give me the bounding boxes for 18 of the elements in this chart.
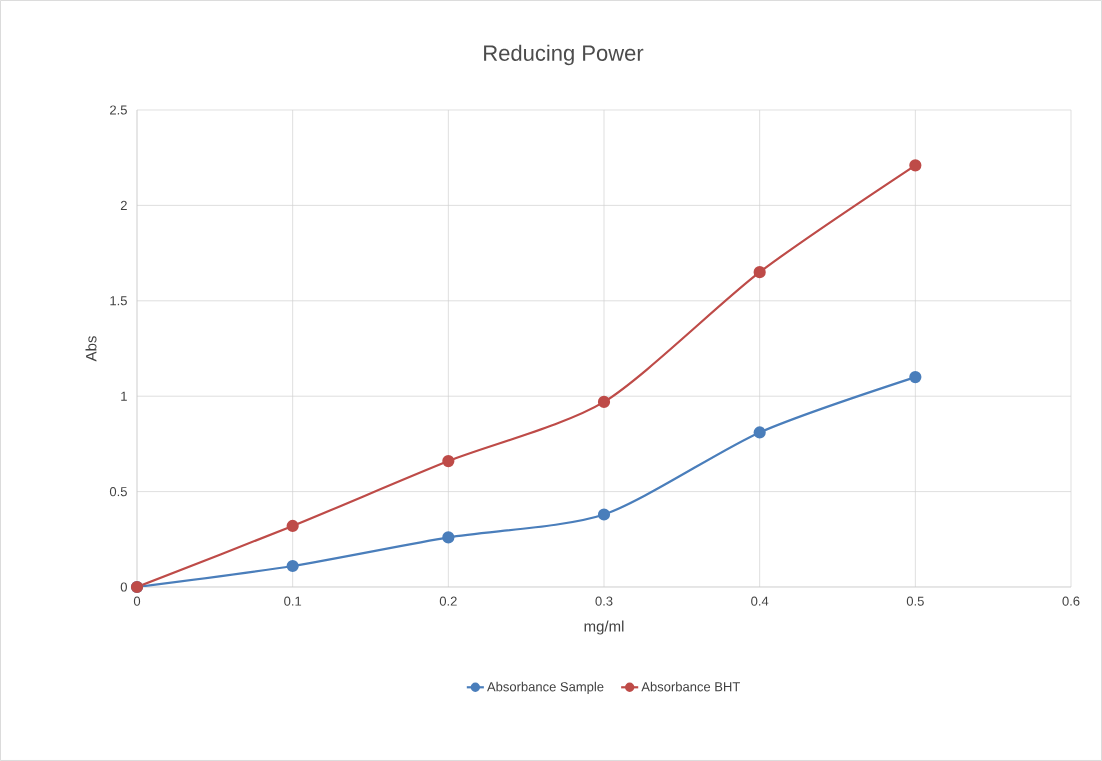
y-tick-label: 2: [120, 200, 127, 210]
x-tick-label: 0.1: [284, 596, 302, 606]
x-tick-label: 0.6: [1062, 596, 1080, 606]
y-tick-label: 2.5: [110, 105, 127, 115]
x-tick-label: 0.4: [751, 596, 769, 606]
y-tick-label: 0.5: [109, 486, 127, 497]
y-tick-label: 1: [121, 391, 127, 401]
x-tick-label: 0.3: [595, 596, 613, 606]
y-axis-title: Abs: [85, 336, 97, 362]
x-tick-label: 0.2: [439, 596, 457, 606]
y-tick-label: 1.5: [110, 296, 127, 306]
y-tick-label: 0: [120, 582, 127, 592]
x-tick-label: 0: [133, 596, 141, 606]
x-tick-label: 0.5: [906, 596, 924, 606]
legend-label: Absorbance Sample: [487, 681, 604, 694]
x-axis-title: mg/ml: [584, 620, 624, 635]
legend-label: Absorbance BHT: [641, 681, 740, 692]
chart-title: Reducing Power: [484, 44, 644, 66]
